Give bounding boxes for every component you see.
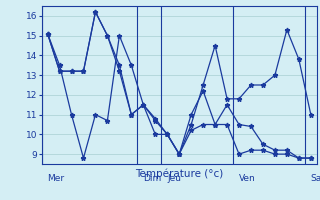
Text: Ven: Ven — [239, 174, 256, 183]
Text: Mer: Mer — [48, 174, 65, 183]
Text: Jeu: Jeu — [167, 174, 181, 183]
Text: Dim: Dim — [143, 174, 162, 183]
Text: Sar: Sar — [311, 174, 320, 183]
X-axis label: Température (°c): Température (°c) — [135, 168, 223, 179]
